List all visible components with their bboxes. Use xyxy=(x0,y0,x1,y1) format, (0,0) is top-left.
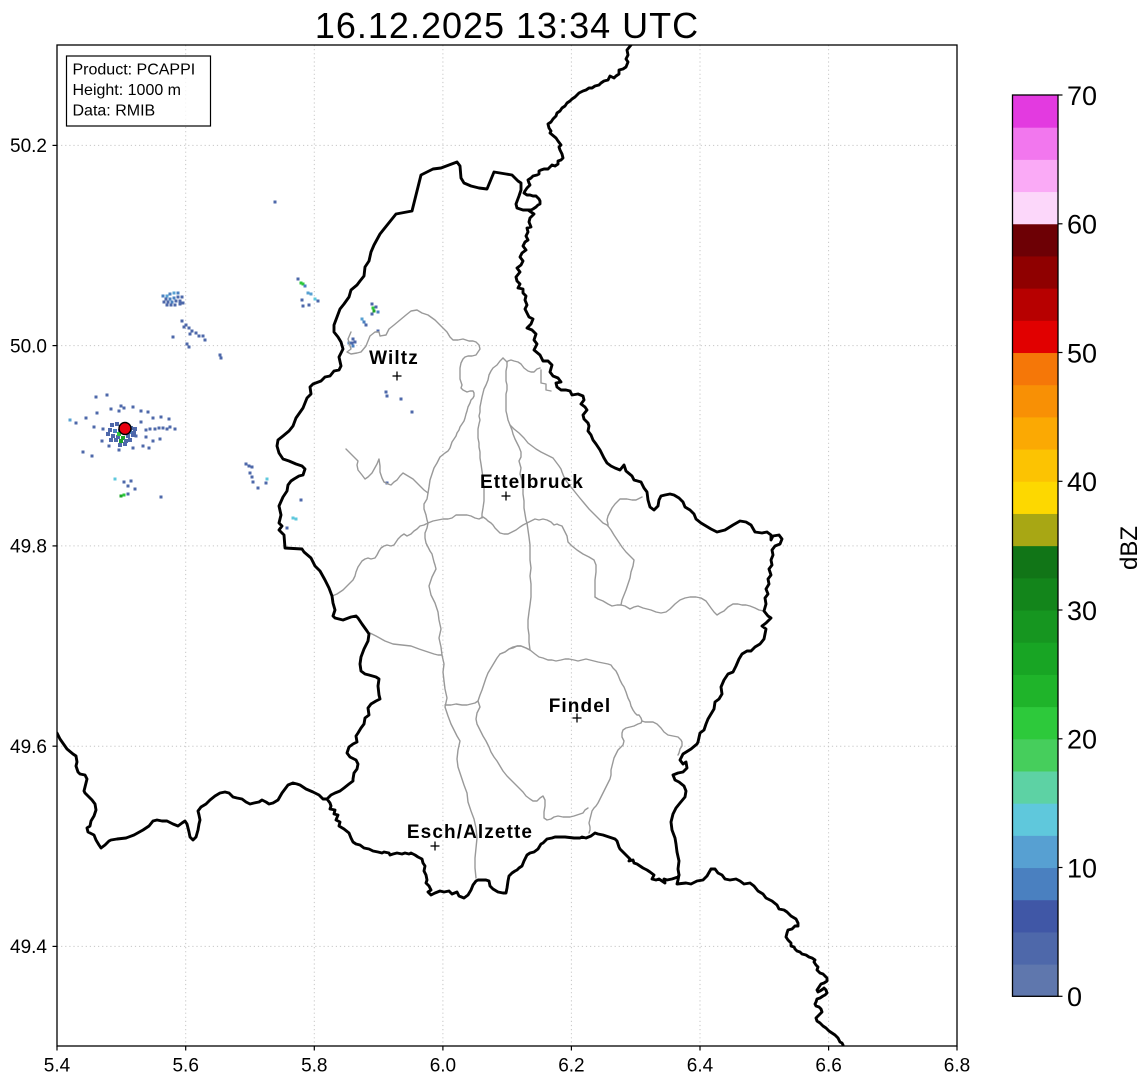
svg-text:49.6: 49.6 xyxy=(10,737,47,758)
svg-text:60: 60 xyxy=(1067,210,1097,240)
svg-text:Findel: Findel xyxy=(549,696,612,717)
svg-text:Data: RMIB: Data: RMIB xyxy=(73,103,156,120)
svg-text:6.0: 6.0 xyxy=(430,1056,456,1077)
svg-text:5.8: 5.8 xyxy=(301,1056,327,1077)
svg-text:0: 0 xyxy=(1067,982,1082,1012)
svg-text:Wiltz: Wiltz xyxy=(369,348,419,369)
svg-text:50.0: 50.0 xyxy=(10,336,47,357)
svg-text:40: 40 xyxy=(1067,467,1097,497)
svg-text:Ettelbruck: Ettelbruck xyxy=(480,472,584,493)
svg-text:dBZ: dBZ xyxy=(1116,526,1143,570)
svg-text:6.4: 6.4 xyxy=(687,1056,714,1077)
svg-text:16.12.2025 13:34 UTC: 16.12.2025 13:34 UTC xyxy=(315,5,699,46)
svg-text:10: 10 xyxy=(1067,853,1097,883)
svg-text:70: 70 xyxy=(1067,81,1097,111)
svg-text:20: 20 xyxy=(1067,725,1097,755)
svg-text:5.4: 5.4 xyxy=(44,1056,71,1077)
svg-text:Product: PCAPPI: Product: PCAPPI xyxy=(73,62,196,79)
svg-text:49.8: 49.8 xyxy=(10,537,47,558)
svg-text:Esch/Alzette: Esch/Alzette xyxy=(407,822,533,843)
svg-text:5.6: 5.6 xyxy=(172,1056,198,1077)
svg-text:30: 30 xyxy=(1067,596,1097,626)
svg-text:6.2: 6.2 xyxy=(558,1056,584,1077)
svg-text:Height: 1000 m: Height: 1000 m xyxy=(73,82,182,99)
svg-text:50: 50 xyxy=(1067,338,1097,368)
svg-text:6.6: 6.6 xyxy=(815,1056,841,1077)
svg-text:49.4: 49.4 xyxy=(10,937,47,958)
svg-text:50.2: 50.2 xyxy=(10,136,47,157)
svg-text:6.8: 6.8 xyxy=(944,1056,970,1077)
